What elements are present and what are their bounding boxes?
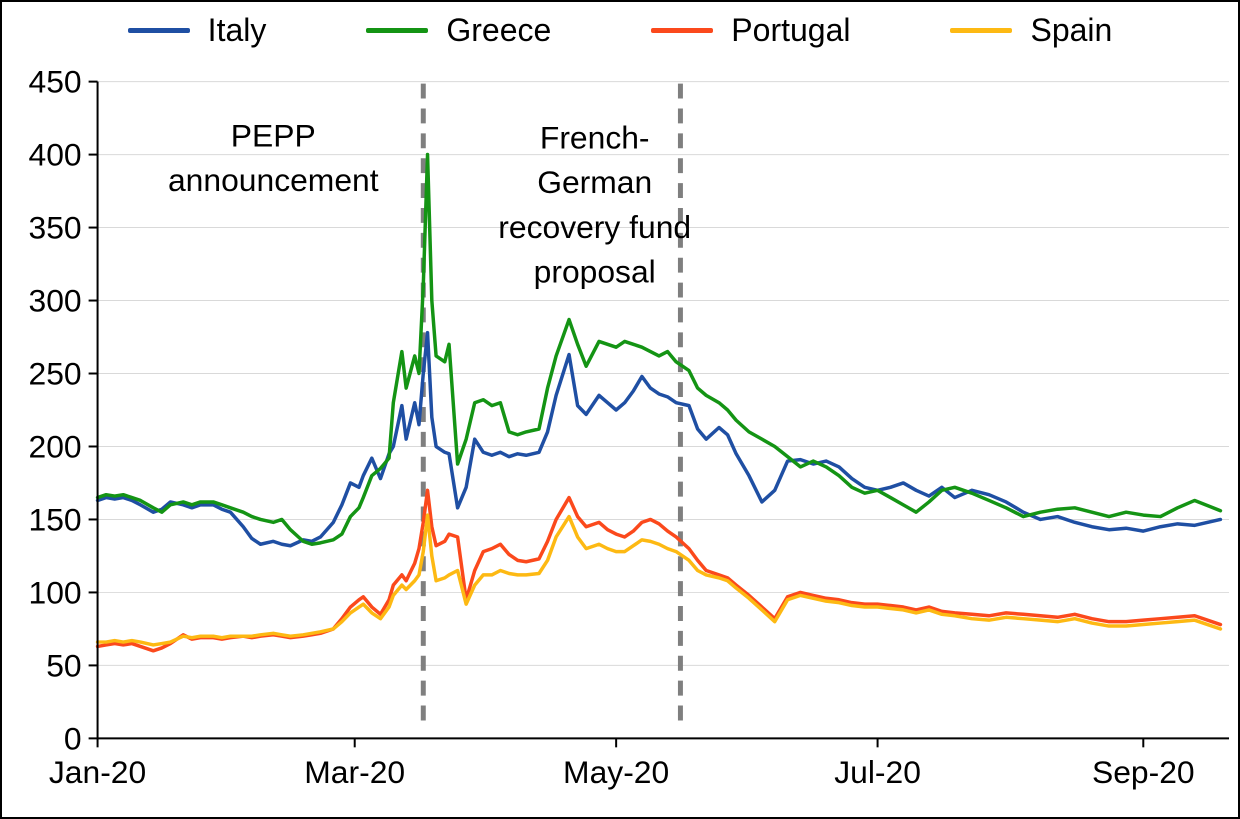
x-tick-label: Mar-20	[304, 754, 405, 790]
y-tick-label: 0	[64, 720, 82, 756]
y-tick-label: 150	[29, 501, 82, 537]
x-tick-label: May-20	[563, 754, 669, 790]
legend-swatch-greece	[366, 27, 429, 33]
legend-item-italy: Italy	[127, 12, 267, 48]
annotation-2-line-2: German	[537, 164, 652, 200]
annotation-2-line-3: recovery fund	[498, 209, 691, 245]
series-line-spain	[95, 513, 1223, 647]
y-tick-label: 50	[46, 647, 81, 683]
x-tick-label: Jul-20	[834, 754, 921, 790]
x-tick-label: Jan-20	[49, 754, 146, 790]
y-tick-label: 400	[29, 137, 82, 173]
series-line-italy	[95, 330, 1223, 548]
legend-swatch-spain	[950, 27, 1013, 33]
y-tick-label: 200	[29, 428, 82, 464]
annotation-1-line-2: announcement	[168, 162, 379, 198]
annotation-2-line-1: French-	[540, 119, 650, 155]
y-tick-label: 100	[29, 574, 82, 610]
legend-item-spain: Spain	[950, 14, 1112, 46]
series-line-greece	[95, 152, 1223, 546]
legend-label-italy: Italy	[207, 12, 267, 48]
y-tick-label: 350	[29, 210, 82, 246]
legend-label-portugal: Portugal	[731, 12, 851, 48]
series-line-portugal	[95, 488, 1223, 653]
legend-label-spain: Spain	[1030, 12, 1113, 48]
legend-item-portugal: Portugal	[651, 14, 850, 46]
y-tick-label: 450	[29, 64, 82, 100]
legend-label-greece: Greece	[446, 12, 552, 48]
annotation-2-line-4: proposal	[534, 254, 656, 290]
y-tick-label: 250	[29, 355, 82, 391]
x-tick-label: Sep-20	[1092, 754, 1195, 790]
y-tick-label: 300	[29, 282, 82, 318]
legend-swatch-portugal	[651, 27, 714, 33]
legend-item-greece: Greece	[366, 14, 551, 46]
annotation-1-line-1: PEPP	[231, 117, 316, 153]
chart-legend: Italy Greece Portugal Spain	[2, 14, 1238, 46]
legend-swatch-italy	[127, 27, 190, 33]
